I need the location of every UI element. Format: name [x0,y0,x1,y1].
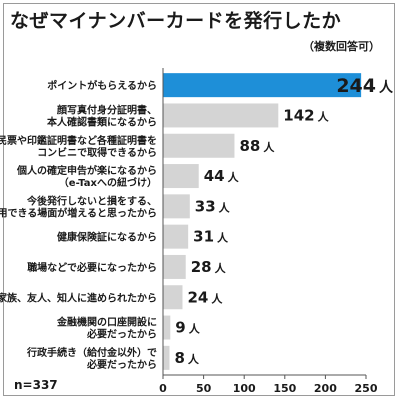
chart-title: なぜマイナンバーカードを発行したか [10,10,342,32]
value-unit-1: 人 [318,109,330,123]
value-unit-7: 人 [211,291,223,305]
category-label-6-0: 職場などで必要になったから [27,261,157,274]
value-number-1: 142 [283,106,314,124]
bar-4 [163,194,190,219]
value-label-6: 28 人 [191,258,227,276]
category-label-8-0: 金融機関の口座開設に [56,316,157,329]
x-tick-label-0: 0 [159,382,167,395]
category-label-4-0: 今後発行しないと損をする、 [26,194,157,207]
x-tick-label-250: 250 [355,382,378,395]
value-unit-0: 人 [379,79,394,96]
bar-5 [163,224,189,249]
value-number-0: 244 [336,75,376,97]
category-label-7-0: 家族、友人、知人に進められたから [0,291,157,304]
category-label-3-1: （e-Taxへの紐づけ） [59,176,157,189]
category-label-8-1: 必要だったから [86,328,157,341]
value-label-0: 244 人 [336,75,394,97]
category-label-3-0: 個人の確定申告が楽になるから [16,164,157,177]
x-tick-label-150: 150 [273,382,296,395]
value-number-5: 31 [193,228,214,246]
chart-subtitle: （複数回答可） [303,40,380,53]
value-unit-8: 人 [189,322,201,336]
value-unit-2: 人 [263,140,275,154]
value-number-2: 88 [239,137,260,155]
value-label-2: 88 人 [239,137,275,155]
value-label-3: 44 人 [204,167,240,185]
category-label-1-1: 本人確認書類になるから [47,115,157,128]
category-label-5-0: 健康保険証になるから [57,231,157,244]
category-label-4-1: 利用できる場面が増えると思ったから [0,206,157,219]
value-number-6: 28 [191,258,212,276]
bar-8 [163,315,171,340]
value-unit-9: 人 [188,352,200,366]
value-label-4: 33 人 [195,197,231,215]
bar-1 [163,103,279,128]
value-number-3: 44 [204,167,225,185]
value-label-1: 142 人 [283,106,329,124]
value-number-4: 33 [195,197,216,215]
value-unit-5: 人 [217,231,229,245]
x-tick-label-100: 100 [233,382,256,395]
value-number-7: 24 [187,288,208,306]
category-label-2-1: コンビニで取得できるから [37,146,157,159]
value-number-9: 8 [174,349,184,367]
value-label-7: 24 人 [187,288,223,306]
category-label-1-0: 顔写真付身分証明書、 [56,103,157,116]
category-label-0-0: ポイントがもらえるから [47,79,157,92]
bar-6 [163,254,186,279]
category-label-9-0: 行政手続き（給付金以外）で [26,346,157,359]
sample-size-label: n=337 [14,378,58,392]
category-label-9-1: 必要だったから [86,358,157,371]
bar-3 [163,164,199,189]
value-unit-3: 人 [228,170,240,184]
value-unit-6: 人 [215,261,227,275]
bar-0 [163,73,362,98]
x-tick-label-50: 50 [196,382,212,395]
chart-frame [3,3,395,396]
bar-2 [163,133,235,158]
value-label-5: 31 人 [193,228,229,246]
value-number-8: 9 [175,319,185,337]
bar-9 [163,345,170,370]
bar-7 [163,285,183,310]
category-label-2-0: 住民票や印鑑証明書など各種証明書を [0,134,157,147]
value-unit-4: 人 [219,200,231,214]
x-tick-label-200: 200 [314,382,337,395]
